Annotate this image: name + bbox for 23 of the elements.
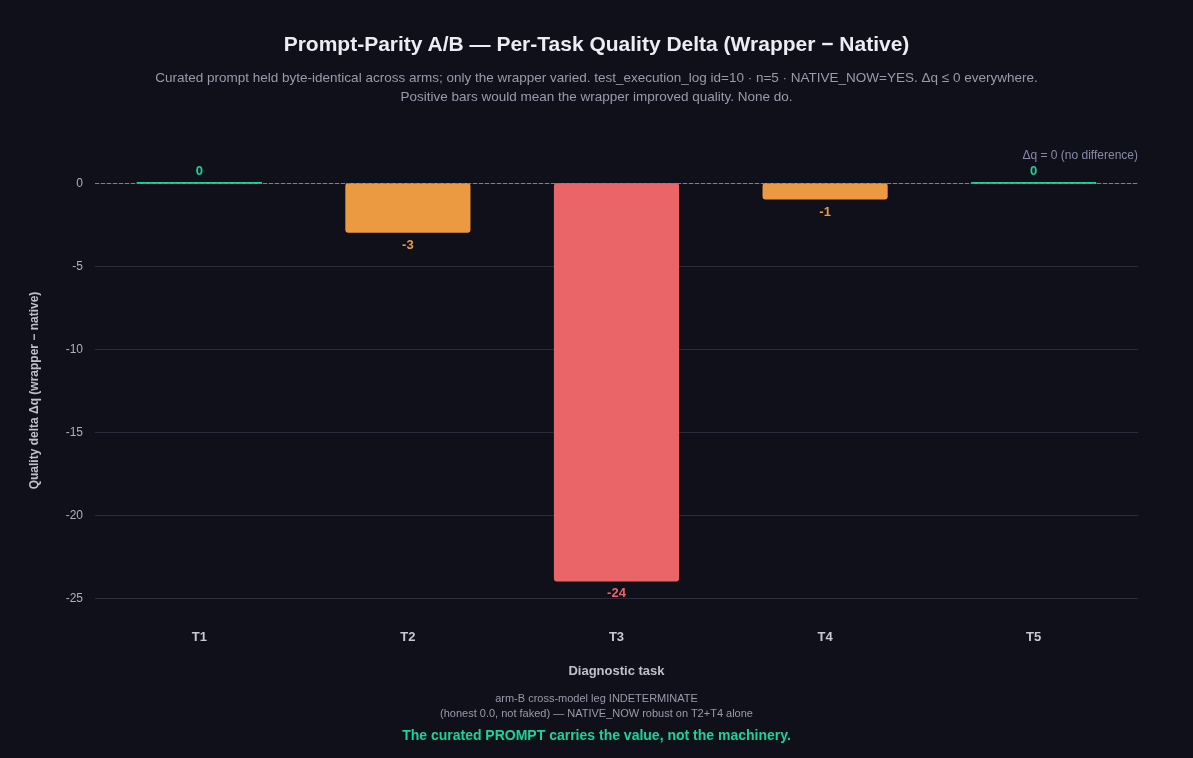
- x-tick-label: T4: [817, 629, 834, 644]
- x-axis-title: Diagnostic task: [568, 663, 666, 678]
- data-label: -1: [819, 203, 831, 219]
- text: The curated PROMPT carries the value, not the machinery.: [402, 726, 791, 743]
- y-tick-label: -5: [72, 259, 84, 273]
- ref-line-label: Δq = 0 (no difference): [1022, 148, 1138, 162]
- y-tick-label: 0: [76, 176, 84, 190]
- y-axis-title: Quality delta Δq (wrapper − native): [27, 291, 41, 490]
- x-tick-label: T1: [191, 629, 207, 644]
- data-label: 0: [195, 163, 203, 178]
- data-label: 0: [1030, 163, 1038, 178]
- y-tick-label: -20: [65, 508, 84, 522]
- data-label: -24: [607, 585, 627, 601]
- chart-subtitle: Curated prompt held byte-identical across arms; only the wrapper varied. test_execution_log id=10 · n=5 · NATIVE_NOW=YES. Δq ≤ 0 everywhere. Positive bars would mean the wrapper improved quality. None do.: [155, 70, 1038, 104]
- data-label: -3: [402, 236, 414, 252]
- x-tick-label: T3: [608, 629, 625, 644]
- y-tick-label: -25: [65, 591, 84, 605]
- chart-title: Prompt-Parity A/B — Per-Task Quality Delta (Wrapper − Native): [283, 32, 910, 55]
- x-tick-label: T5: [1026, 629, 1042, 644]
- y-tick-label: -10: [65, 342, 84, 356]
- text: arm-B cross-model leg INDETERMINATE (honest 0.0, not faked) — NATIVE_NOW robust on T2+T4 alone: [440, 691, 753, 719]
- y-tick-label: -15: [65, 425, 84, 439]
- x-tick-label: T2: [400, 629, 416, 644]
